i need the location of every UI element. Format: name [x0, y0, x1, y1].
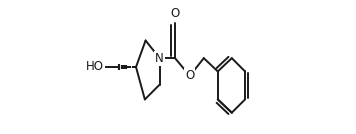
Text: N: N — [155, 52, 164, 65]
Text: O: O — [171, 7, 180, 20]
Text: O: O — [185, 69, 194, 82]
Text: HO: HO — [86, 60, 104, 74]
